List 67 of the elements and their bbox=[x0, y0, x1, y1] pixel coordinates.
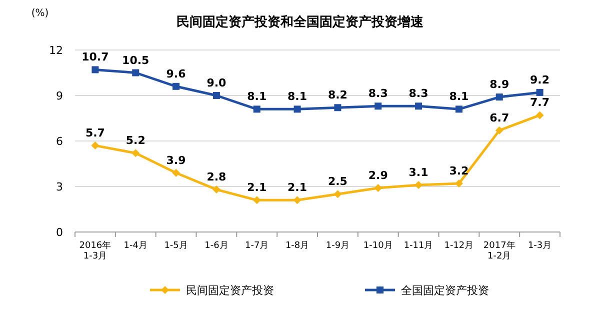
point bbox=[172, 82, 180, 90]
data-label: 2.5 bbox=[328, 175, 348, 188]
x-tick-label: 1-4月 bbox=[124, 241, 148, 251]
data-label: 2.1 bbox=[247, 181, 267, 194]
y-tick-label: 12 bbox=[49, 44, 63, 57]
point bbox=[132, 149, 140, 158]
x-tick-label: 1-10月 bbox=[363, 241, 393, 251]
data-label: 5.7 bbox=[85, 126, 105, 140]
point bbox=[374, 184, 382, 192]
data-label: 8.3 bbox=[408, 87, 428, 100]
data-label: 3.1 bbox=[408, 166, 428, 179]
data-label: 8.1 bbox=[247, 90, 267, 104]
x-tick-label: 1-12月 bbox=[444, 241, 474, 251]
point bbox=[374, 102, 382, 110]
x-tick-label: 2017年 1-2月 bbox=[483, 240, 516, 262]
data-label: 3.2 bbox=[449, 164, 469, 178]
x-tick-label: 1-3月 bbox=[528, 241, 552, 251]
data-label: 9.2 bbox=[530, 73, 550, 86]
point bbox=[294, 106, 301, 113]
point bbox=[415, 102, 422, 110]
point bbox=[496, 94, 503, 101]
legend-label: 全国固定资产投资 bbox=[401, 284, 489, 297]
y-tick-label: 9 bbox=[56, 90, 63, 102]
data-label: 8.3 bbox=[368, 87, 388, 100]
y-tick-label: 3 bbox=[56, 180, 63, 194]
point bbox=[455, 106, 462, 113]
point bbox=[91, 142, 100, 150]
x-tick-label: 1-5月 bbox=[164, 241, 188, 251]
data-label: 9.6 bbox=[166, 67, 186, 80]
point bbox=[172, 168, 180, 177]
y-tick-label: 6 bbox=[56, 135, 63, 148]
data-label: 2.8 bbox=[206, 170, 226, 184]
data-label: 2.1 bbox=[288, 181, 308, 194]
point bbox=[252, 196, 261, 204]
data-label: 6.7 bbox=[490, 111, 510, 124]
data-label: 3.9 bbox=[166, 154, 186, 167]
point bbox=[92, 66, 99, 74]
data-label: 2.9 bbox=[368, 169, 388, 182]
chart-title: 民间固定资产投资和全国固定资产投资增速 bbox=[176, 14, 424, 30]
x-tick-label: 1-11月 bbox=[404, 241, 434, 251]
data-label: 8.9 bbox=[490, 78, 510, 92]
point bbox=[495, 126, 504, 134]
data-label: 7.7 bbox=[530, 96, 550, 110]
point bbox=[536, 88, 544, 96]
legend-label: 民间固定资产投资 bbox=[186, 284, 274, 297]
x-tick-label: 1-6月 bbox=[204, 241, 228, 251]
point bbox=[253, 106, 260, 113]
point bbox=[536, 111, 544, 120]
x-tick-label: 1-7月 bbox=[245, 241, 269, 251]
data-label: 10.5 bbox=[122, 54, 150, 67]
point bbox=[293, 196, 302, 204]
data-label: 10.7 bbox=[82, 50, 109, 64]
point bbox=[132, 69, 140, 76]
data-label: 9.0 bbox=[206, 76, 227, 90]
y-tick-label: 0 bbox=[56, 226, 63, 239]
x-tick-label: 1-9月 bbox=[326, 241, 350, 251]
point bbox=[212, 92, 220, 99]
point bbox=[334, 190, 342, 198]
data-label: 8.1 bbox=[288, 90, 308, 104]
x-tick-label: 1-8月 bbox=[285, 241, 310, 251]
data-label: 8.2 bbox=[328, 88, 348, 102]
data-label: 8.1 bbox=[449, 90, 469, 104]
y-axis-title: (%) bbox=[31, 8, 49, 19]
point bbox=[334, 104, 342, 112]
data-label: 5.2 bbox=[126, 134, 146, 148]
point bbox=[212, 186, 220, 194]
x-tick-label: 2016年 1-3月 bbox=[79, 240, 112, 262]
